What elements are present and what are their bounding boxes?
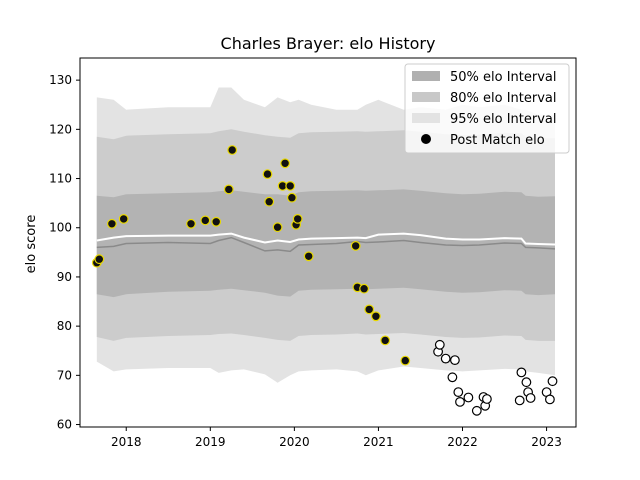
chart-title: Charles Brayer: elo History <box>221 34 436 53</box>
post-match-elo-point <box>364 304 375 315</box>
legend-swatch <box>412 92 440 102</box>
post-match-elo-point <box>262 169 273 180</box>
post-match-elo-point <box>280 158 291 169</box>
post-match-elo-point <box>303 251 314 262</box>
y-tick-label: 60 <box>57 418 72 432</box>
open-elo-point <box>545 394 555 405</box>
y-axis-label: elo score <box>24 215 39 274</box>
open-elo-point <box>516 367 527 378</box>
open-elo-point <box>482 394 492 404</box>
open-elo-point <box>463 392 474 403</box>
x-tick-label: 2020 <box>279 435 310 449</box>
legend-label: 50% elo Interval <box>450 70 557 85</box>
post-match-elo-point <box>359 283 370 294</box>
open-elo-point <box>440 353 451 364</box>
y-tick-label: 90 <box>57 270 72 284</box>
post-match-elo-point <box>264 196 275 207</box>
open-elo-point <box>547 376 558 387</box>
post-match-elo-point <box>285 180 296 191</box>
legend-swatch <box>412 113 440 123</box>
legend-swatch <box>412 71 440 81</box>
median-elo-line <box>96 236 556 253</box>
open-elo-point <box>434 339 445 350</box>
post-match-elo-point <box>292 213 303 224</box>
x-tick-label: 2018 <box>111 435 142 449</box>
open-elo-point <box>471 405 482 416</box>
open-elo-point <box>455 397 465 407</box>
x-tick-label: 2021 <box>363 435 394 449</box>
legend-label: 80% elo Interval <box>450 91 557 106</box>
y-tick-label: 110 <box>49 172 72 186</box>
open-elo-point <box>447 372 458 383</box>
post-match-elo-point <box>186 218 196 229</box>
post-match-elo-point <box>227 145 238 155</box>
post-match-elo-point <box>211 216 222 227</box>
open-elo-point <box>525 393 536 403</box>
legend-label: Post Match elo <box>450 133 545 148</box>
y-tick-label: 70 <box>57 368 72 382</box>
post-match-elo-point <box>400 355 411 366</box>
legend-box <box>404 63 570 154</box>
y-tick-label: 80 <box>57 319 72 333</box>
y-tick-label: 120 <box>49 122 72 136</box>
open-elo-point <box>450 355 460 366</box>
plot-area <box>91 87 558 416</box>
post-match-elo-point <box>380 335 391 346</box>
mean-elo-line <box>96 232 556 246</box>
post-match-elo-point <box>118 213 129 224</box>
y-tick-label: 100 <box>49 221 72 235</box>
open-elo-point <box>521 377 532 388</box>
y-tick-label: 130 <box>49 73 72 87</box>
legend-marker <box>421 134 431 144</box>
plot-frame <box>79 57 577 428</box>
open-elo-point <box>514 395 525 406</box>
x-tick-label: 2019 <box>195 435 226 449</box>
post-match-elo-point <box>287 192 297 203</box>
x-tick-label: 2022 <box>447 435 478 449</box>
legend-label: 95% elo Interval <box>450 112 557 127</box>
post-match-elo-point <box>106 218 117 229</box>
post-match-elo-point <box>200 215 211 226</box>
x-tick-label: 2023 <box>531 435 562 449</box>
post-match-elo-point <box>350 240 361 251</box>
post-match-elo-point <box>94 254 105 265</box>
post-match-elo-point <box>223 184 234 195</box>
post-match-elo-point <box>371 311 381 322</box>
legend: 50% elo Interval 80% elo Interval 95% elo … <box>404 63 570 154</box>
post-match-elo-point <box>272 222 283 233</box>
open-elo-point <box>453 387 464 398</box>
